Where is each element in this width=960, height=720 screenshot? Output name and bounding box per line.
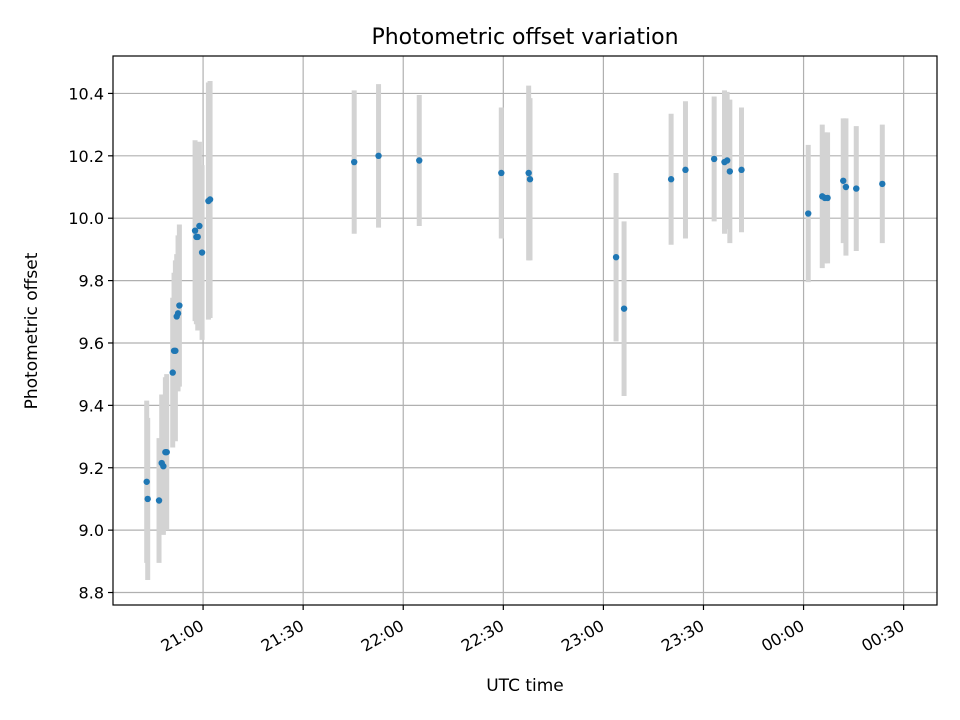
data-point bbox=[620, 305, 628, 312]
x-axis-label: UTC time bbox=[486, 676, 564, 696]
data-point bbox=[191, 227, 199, 234]
data-points bbox=[143, 152, 886, 504]
y-tick-label: 8.8 bbox=[79, 584, 104, 603]
y-tick-label: 9.0 bbox=[79, 521, 104, 540]
y-tick-label: 10.0 bbox=[68, 209, 104, 228]
y-tick-label: 9.8 bbox=[79, 272, 104, 291]
data-point bbox=[525, 169, 532, 177]
data-point bbox=[375, 152, 382, 160]
data-point bbox=[416, 157, 423, 164]
data-point bbox=[853, 185, 860, 192]
data-point bbox=[526, 176, 534, 183]
data-point bbox=[805, 210, 812, 217]
data-point bbox=[738, 166, 745, 174]
data-point bbox=[350, 158, 358, 166]
plot-frame bbox=[112, 55, 938, 606]
data-point bbox=[682, 166, 689, 174]
data-point bbox=[824, 194, 831, 202]
data-point bbox=[842, 183, 850, 191]
data-point bbox=[169, 369, 176, 376]
data-point bbox=[198, 249, 206, 256]
data-point bbox=[176, 302, 183, 309]
data-point bbox=[667, 176, 675, 183]
data-point bbox=[723, 157, 731, 164]
y-tick-label: 10.2 bbox=[68, 147, 104, 166]
data-point bbox=[879, 180, 886, 188]
data-point bbox=[163, 448, 170, 456]
data-point bbox=[710, 155, 718, 163]
data-point bbox=[143, 478, 150, 485]
y-axis: 8.8 9.0 9.2 9.4 9.6 9.8 10.0 10.2 10.4 bbox=[68, 84, 113, 603]
y-tick-label: 10.4 bbox=[68, 84, 104, 103]
grid bbox=[113, 56, 937, 605]
data-point bbox=[196, 222, 203, 230]
data-point bbox=[206, 196, 214, 203]
data-point bbox=[144, 495, 151, 503]
data-point bbox=[174, 310, 182, 317]
y-tick-label: 9.6 bbox=[79, 334, 104, 353]
data-point bbox=[840, 177, 847, 184]
y-tick-label: 9.4 bbox=[79, 396, 104, 415]
data-point bbox=[194, 233, 201, 241]
data-point bbox=[172, 347, 179, 354]
chart-title: Photometric offset variation bbox=[371, 25, 678, 50]
data-point bbox=[612, 253, 620, 261]
data-point bbox=[498, 169, 505, 177]
y-tick-label: 9.2 bbox=[79, 459, 104, 478]
data-point bbox=[155, 497, 163, 504]
y-axis-label: Photometric offset bbox=[22, 252, 42, 409]
data-point bbox=[160, 462, 167, 470]
data-point bbox=[726, 168, 734, 175]
